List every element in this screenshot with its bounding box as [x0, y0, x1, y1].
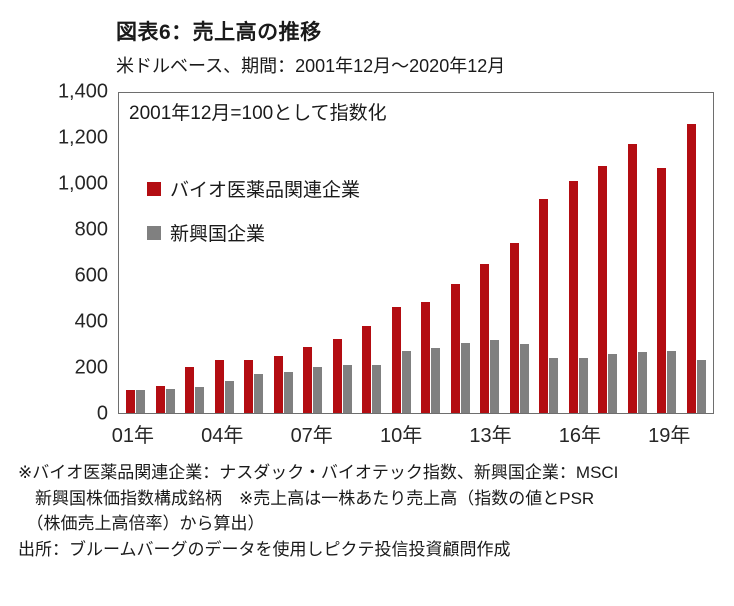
legend-label-biopharma: バイオ医薬品関連企業	[170, 180, 361, 201]
plot-wrap: 2001年12月=100として指数化 バイオ医薬品関連企業 新興国企業 01年 0…	[112, 92, 714, 448]
x-tick-label: 19年	[648, 425, 691, 447]
bar-series1-2019	[667, 351, 677, 413]
bar-group-2002	[151, 93, 181, 413]
bar-series0-2001	[126, 390, 136, 413]
x-tick-label: 10年	[379, 425, 423, 447]
bar-group-2011	[416, 93, 446, 413]
bar-series1-2004	[224, 381, 234, 413]
bar-group-2006	[269, 93, 299, 413]
y-tick-label: 1,200	[57, 126, 108, 149]
bar-chart: 0 200 400 600 800 1,000 1,200 1,400 2001年12月=10…	[18, 81, 714, 448]
bar-series0-2010	[391, 306, 401, 413]
bar-series1-2013	[490, 339, 500, 413]
bar-series1-2012	[460, 343, 470, 413]
bar-series0-2004	[214, 360, 224, 413]
footnote-line: ※バイオ医薬品関連企業：ナスダック・バイオテック指数、新興国企業：MSCI	[18, 463, 619, 482]
legend-label-emerging: 新興国企業	[170, 224, 266, 245]
bar-series0-2009	[362, 326, 372, 413]
bar-series0-2008	[332, 338, 342, 413]
bar-group-2005	[239, 93, 269, 413]
bar-series1-2010	[401, 351, 411, 413]
y-tick-label: 200	[74, 356, 108, 379]
y-tick-label: 600	[74, 264, 108, 287]
y-tick-label: 0	[96, 402, 108, 425]
bar-series1-2001	[136, 390, 146, 413]
bar-series0-2013	[480, 264, 490, 413]
bar-series1-2008	[342, 365, 352, 413]
legend-swatch-biopharma	[147, 181, 161, 196]
bar-series0-2002	[155, 385, 165, 413]
plot-area: 2001年12月=100として指数化 バイオ医薬品関連企業 新興国企業	[118, 92, 714, 414]
bar-group-2018	[623, 93, 653, 413]
bar-series1-2002	[165, 389, 175, 413]
chart-subtitle: 米ドルベース、期間：2001年12月～2020年12月	[116, 56, 506, 76]
footnotes: ※バイオ医薬品関連企業：ナスダック・バイオテック指数、新興国企業：MSCI 新興…	[18, 460, 714, 562]
bar-group-2020	[682, 93, 712, 413]
bar-series0-2007	[303, 346, 313, 413]
bar-series0-2018	[627, 144, 637, 413]
bar-series0-2014	[509, 242, 519, 413]
x-tick-label: 04年	[201, 425, 244, 447]
chart-header: 図表6：売上高の推移 米ドルベース、期間：2001年12月～2020年12月	[116, 16, 714, 78]
bar-group-2017	[593, 93, 623, 413]
bars-layer	[119, 93, 713, 413]
bar-group-2014	[505, 93, 535, 413]
bar-series1-2020	[696, 360, 706, 413]
bar-series1-2015	[549, 358, 559, 413]
bar-series1-2006	[283, 371, 293, 413]
bar-group-2001	[121, 93, 151, 413]
bar-series0-2017	[598, 166, 608, 413]
bar-series1-2009	[372, 365, 382, 413]
bar-group-2009	[357, 93, 387, 413]
bar-series0-2019	[657, 168, 667, 413]
bar-series1-2003	[195, 386, 205, 413]
bar-series1-2014	[519, 344, 529, 413]
bar-group-2015	[534, 93, 564, 413]
bar-series1-2005	[254, 374, 264, 413]
bar-series0-2016	[568, 181, 578, 413]
bar-series0-2015	[539, 199, 549, 413]
bar-series1-2018	[637, 352, 647, 413]
bar-group-2013	[475, 93, 505, 413]
bar-series1-2011	[431, 347, 441, 413]
legend-item-biopharma: バイオ医薬品関連企業	[147, 175, 360, 202]
index-annotation: 2001年12月=100として指数化	[129, 103, 387, 124]
bar-group-2003	[180, 93, 210, 413]
y-tick-label: 800	[74, 218, 108, 241]
bar-series0-2003	[185, 367, 195, 413]
y-tick-label: 1,400	[57, 80, 108, 103]
x-tick-label: 07年	[290, 425, 333, 447]
bar-series1-2016	[578, 358, 588, 413]
bar-group-2007	[298, 93, 328, 413]
bar-group-2010	[387, 93, 417, 413]
bar-group-2004	[210, 93, 240, 413]
legend-swatch-emerging	[147, 225, 161, 240]
source-line: 出所：ブルームバーグのデータを使用しピクテ投信投資顧問作成	[18, 539, 511, 559]
x-tick-label: 13年	[469, 425, 512, 447]
bar-series0-2011	[421, 302, 431, 413]
y-tick-label: 400	[74, 310, 108, 333]
bar-series1-2007	[313, 367, 323, 413]
legend: バイオ医薬品関連企業 新興国企業	[147, 175, 360, 263]
footnote-line: 新興国株価指数構成銘柄 ※売上高は一株あたり売上高（指数の値とPSR	[18, 488, 595, 508]
bar-group-2019	[652, 93, 682, 413]
bar-series0-2020	[686, 123, 696, 413]
chart-title: 図表6：売上高の推移	[116, 21, 322, 44]
x-axis: 01年 04年 07年 10年 13年 16年 19年	[112, 414, 714, 448]
y-axis: 0 200 400 600 800 1,000 1,200 1,400	[18, 81, 118, 425]
bar-series0-2006	[273, 355, 283, 413]
footnote-line: （株価売上高倍率）から算出）	[18, 514, 265, 533]
legend-item-emerging: 新興国企業	[147, 219, 360, 246]
x-tick-label: 01年	[111, 425, 155, 447]
bar-series1-2017	[608, 353, 618, 413]
bar-series0-2005	[244, 360, 254, 413]
x-tick-label: 16年	[558, 425, 602, 447]
bar-group-2008	[328, 93, 358, 413]
bar-group-2016	[564, 93, 594, 413]
y-tick-label: 1,000	[57, 172, 108, 195]
bar-series0-2012	[450, 283, 460, 413]
bar-group-2012	[446, 93, 476, 413]
